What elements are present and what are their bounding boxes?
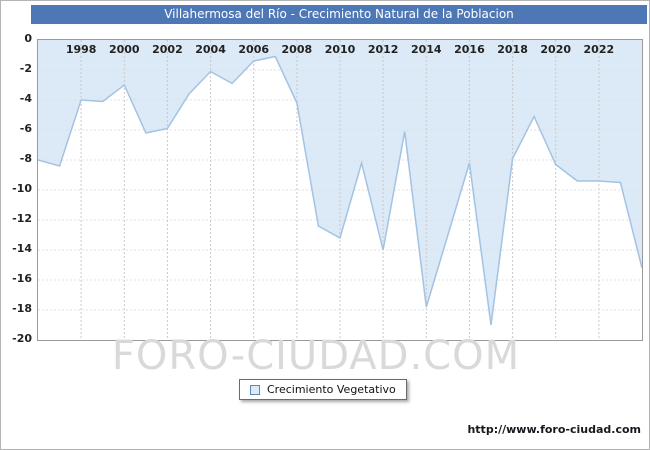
y-tick-label: 0 (24, 32, 32, 45)
series-line (38, 55, 642, 326)
y-axis-labels: 0 -2 -4 -6 -8 -10 -12 -14 -16 -18 -20 (1, 32, 32, 345)
footer-url: http://www.foro-ciudad.com (467, 423, 641, 436)
watermark: FORO-CIUDAD.COM (111, 333, 521, 379)
y-tick-label: -20 (12, 332, 32, 345)
y-tick-label: -4 (19, 92, 32, 105)
legend-marker-icon (250, 384, 260, 395)
chart-title-bar: Villahermosa del Río - Crecimiento Natur… (31, 5, 647, 24)
y-tick-label: -16 (12, 272, 32, 285)
y-tick-label: -2 (19, 62, 32, 75)
chart-canvas (38, 40, 642, 340)
y-tick-label: -14 (12, 242, 32, 255)
area-fill (38, 40, 642, 325)
y-tick-label: -12 (12, 212, 32, 225)
y-tick-label: -6 (19, 122, 32, 135)
legend-label: Crecimiento Vegetativo (267, 383, 396, 396)
y-tick-label: -8 (19, 152, 32, 165)
plot-area: 1998 2000 2002 2004 2006 2008 2010 2012 2014 2016… (37, 39, 643, 341)
y-tick-label: -10 (12, 182, 32, 195)
legend: Crecimiento Vegetativo (239, 379, 407, 400)
y-tick-label: -18 (12, 302, 32, 315)
